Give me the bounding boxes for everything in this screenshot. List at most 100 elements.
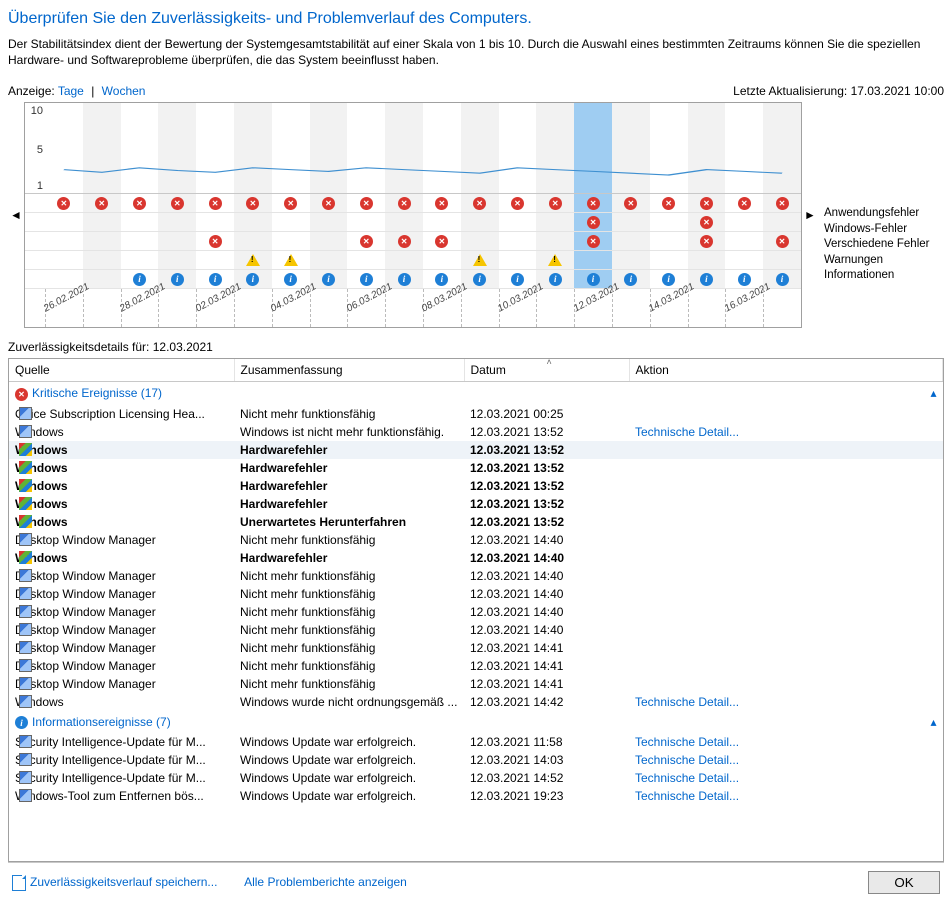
chart-icon-cell[interactable]: [385, 213, 423, 231]
save-history-link[interactable]: Zuverlässigkeitsverlauf speichern...: [30, 875, 217, 889]
table-row[interactable]: Office Subscription Licensing Hea...Nich…: [9, 405, 943, 423]
chart-icon-cell[interactable]: [310, 213, 348, 231]
chart-icon-cell[interactable]: [461, 251, 499, 269]
chart-icon-cell[interactable]: [158, 213, 196, 231]
chart-day-column[interactable]: [536, 103, 574, 193]
table-row[interactable]: Desktop Window ManagerNicht mehr funktio…: [9, 675, 943, 693]
table-row[interactable]: Desktop Window ManagerNicht mehr funktio…: [9, 639, 943, 657]
chart-icon-cell[interactable]: [196, 194, 234, 212]
chart-day-column[interactable]: [499, 103, 537, 193]
chart-icon-cell[interactable]: [461, 232, 499, 250]
chart-day-column[interactable]: [234, 103, 272, 193]
chart-icon-cell[interactable]: [83, 251, 121, 269]
chart-icon-cell[interactable]: [423, 213, 461, 231]
chart-icon-cell[interactable]: [763, 194, 801, 212]
chart-icon-cell[interactable]: [574, 194, 612, 212]
chart-icon-cell[interactable]: [461, 213, 499, 231]
chart-day-column[interactable]: [158, 103, 196, 193]
chart-icon-cell[interactable]: [196, 213, 234, 231]
chart-icon-cell[interactable]: [612, 213, 650, 231]
chart-icon-cell[interactable]: [763, 251, 801, 269]
chart-day-column[interactable]: [423, 103, 461, 193]
technical-details-link[interactable]: Technische Detail...: [635, 425, 739, 439]
chart-icon-cell[interactable]: [612, 194, 650, 212]
chart-icon-cell[interactable]: [650, 251, 688, 269]
chart-icon-cell[interactable]: [499, 251, 537, 269]
chart-icon-cell[interactable]: [310, 251, 348, 269]
table-row[interactable]: WindowsHardwarefehler12.03.2021 14:40: [9, 549, 943, 567]
table-row[interactable]: WindowsUnerwartetes Herunterfahren12.03.…: [9, 513, 943, 531]
chart-icon-cell[interactable]: [499, 213, 537, 231]
chart-icon-cell[interactable]: [536, 194, 574, 212]
chart-icon-cell[interactable]: [536, 213, 574, 231]
chart-icon-cell[interactable]: [45, 194, 83, 212]
table-row[interactable]: Desktop Window ManagerNicht mehr funktio…: [9, 585, 943, 603]
chart-icon-cell[interactable]: [499, 232, 537, 250]
chart-icon-cell[interactable]: [45, 213, 83, 231]
chart-day-column[interactable]: [688, 103, 726, 193]
technical-details-link[interactable]: Technische Detail...: [635, 753, 739, 767]
chart-icon-cell[interactable]: [461, 194, 499, 212]
table-row[interactable]: Desktop Window ManagerNicht mehr funktio…: [9, 657, 943, 675]
chart-icon-cell[interactable]: [612, 251, 650, 269]
chart-icon-cell[interactable]: [121, 213, 159, 231]
chart-day-column[interactable]: [612, 103, 650, 193]
chart-icon-cell[interactable]: [121, 194, 159, 212]
chart-day-column[interactable]: [574, 103, 612, 193]
chart-icon-cell[interactable]: [83, 232, 121, 250]
chart-icon-cell[interactable]: [158, 232, 196, 250]
scroll-right-button[interactable]: ►: [802, 102, 818, 328]
chart-day-column[interactable]: [196, 103, 234, 193]
table-row[interactable]: WindowsHardwarefehler12.03.2021 13:52: [9, 459, 943, 477]
chart-day-column[interactable]: [121, 103, 159, 193]
chart-day-column[interactable]: [461, 103, 499, 193]
table-row[interactable]: WindowsWindows wurde nicht ordnungsgemäß…: [9, 693, 943, 711]
chart-icon-cell[interactable]: [347, 194, 385, 212]
chart-icon-cell[interactable]: [158, 194, 196, 212]
scroll-left-button[interactable]: ◄: [8, 102, 24, 328]
chart-icon-cell[interactable]: [196, 232, 234, 250]
table-row[interactable]: Security Intelligence-Update für M...Win…: [9, 751, 943, 769]
table-row[interactable]: Security Intelligence-Update für M...Win…: [9, 733, 943, 751]
chart-icon-cell[interactable]: [272, 251, 310, 269]
chart-icon-cell[interactable]: [725, 232, 763, 250]
table-row[interactable]: Security Intelligence-Update für M...Win…: [9, 769, 943, 787]
chart-icon-cell[interactable]: [347, 213, 385, 231]
chart-icon-cell[interactable]: [158, 251, 196, 269]
chart-icon-cell[interactable]: [83, 194, 121, 212]
table-row[interactable]: Windows-Tool zum Entfernen bös...Windows…: [9, 787, 943, 805]
chart-icon-cell[interactable]: [385, 251, 423, 269]
table-row[interactable]: Desktop Window ManagerNicht mehr funktio…: [9, 603, 943, 621]
chart-icon-cell[interactable]: [499, 194, 537, 212]
chart-day-column[interactable]: [650, 103, 688, 193]
chart-icon-cell[interactable]: [272, 194, 310, 212]
technical-details-link[interactable]: Technische Detail...: [635, 695, 739, 709]
chart-icon-cell[interactable]: [45, 251, 83, 269]
chart-icon-cell[interactable]: [234, 194, 272, 212]
chart-icon-cell[interactable]: [121, 232, 159, 250]
chart-day-column[interactable]: [347, 103, 385, 193]
table-row[interactable]: WindowsHardwarefehler12.03.2021 13:52: [9, 477, 943, 495]
technical-details-link[interactable]: Technische Detail...: [635, 735, 739, 749]
chart-icon-cell[interactable]: [536, 232, 574, 250]
show-all-reports-link[interactable]: Alle Problemberichte anzeigen: [244, 875, 407, 889]
col-source[interactable]: Quelle: [9, 359, 234, 382]
col-action[interactable]: Aktion: [629, 359, 943, 382]
chart-day-column[interactable]: [45, 103, 83, 193]
chart-icon-cell[interactable]: [574, 213, 612, 231]
chart-icon-cell[interactable]: [650, 232, 688, 250]
chart-icon-cell[interactable]: [234, 213, 272, 231]
chart-icon-cell[interactable]: [385, 194, 423, 212]
group-header[interactable]: Kritische Ereignisse (17)▴: [9, 382, 943, 405]
chart-day-column[interactable]: [725, 103, 763, 193]
chart-icon-cell[interactable]: [121, 251, 159, 269]
chart-icon-cell[interactable]: [196, 251, 234, 269]
chart-icon-cell[interactable]: [650, 213, 688, 231]
chart-icon-cell[interactable]: [536, 251, 574, 269]
chart-icon-cell[interactable]: [725, 251, 763, 269]
chart-icon-cell[interactable]: [310, 232, 348, 250]
chart-day-column[interactable]: [310, 103, 348, 193]
col-summary[interactable]: Zusammenfassung: [234, 359, 464, 382]
technical-details-link[interactable]: Technische Detail...: [635, 789, 739, 803]
technical-details-link[interactable]: Technische Detail...: [635, 771, 739, 785]
